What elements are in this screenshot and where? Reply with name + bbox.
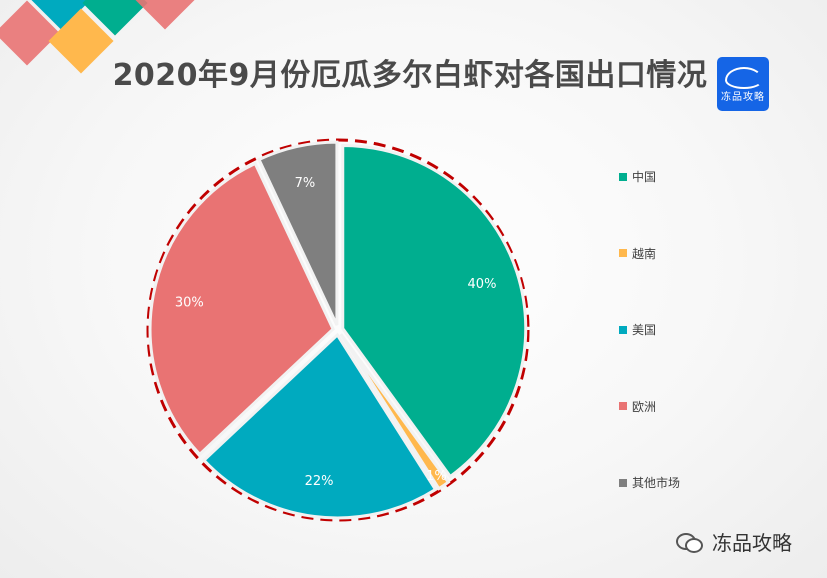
pie-slice bbox=[256, 140, 339, 326]
wechat-icon bbox=[676, 531, 706, 553]
legend-swatch bbox=[619, 325, 627, 334]
legend-label: 美国 bbox=[632, 323, 657, 337]
legend-swatch bbox=[619, 172, 627, 181]
legend-swatch bbox=[619, 249, 627, 257]
legend-item: 越南 bbox=[619, 245, 656, 262]
slice-data-label: 22% bbox=[305, 474, 334, 489]
brand-logo: 冻品攻略 bbox=[717, 57, 769, 111]
dashed-ring bbox=[146, 138, 530, 522]
fish-icon bbox=[725, 67, 763, 89]
logo-text: 冻品攻略 bbox=[721, 92, 765, 103]
legend-item: 美国 bbox=[619, 321, 656, 338]
slice-data-label: 30% bbox=[175, 296, 204, 311]
legend-item: 其他市场 bbox=[619, 474, 680, 491]
legend-label: 中国 bbox=[632, 170, 657, 184]
chart-title: 2020年9月份厄瓜多尔白虾对各国出口情况 bbox=[112, 58, 708, 93]
legend-label: 欧洲 bbox=[632, 399, 657, 414]
footer-text: 冻品攻略 bbox=[712, 531, 792, 555]
legend-item: 中国 bbox=[619, 168, 656, 185]
legend-label: 越南 bbox=[632, 246, 657, 261]
slice-data-label: 1% bbox=[426, 469, 447, 484]
footer-brand: 冻品攻略 bbox=[676, 527, 792, 556]
slice-data-label: 40% bbox=[468, 277, 497, 292]
legend-label: 其他市场 bbox=[632, 476, 681, 490]
slice-data-label: 7% bbox=[295, 176, 316, 191]
legend-item: 欧洲 bbox=[619, 398, 656, 415]
pie-slice bbox=[339, 333, 451, 491]
pie-slice bbox=[201, 332, 438, 520]
legend-swatch bbox=[619, 402, 627, 410]
pie-slice bbox=[148, 161, 335, 457]
legend-swatch bbox=[619, 478, 627, 487]
pie-slice bbox=[341, 143, 528, 479]
